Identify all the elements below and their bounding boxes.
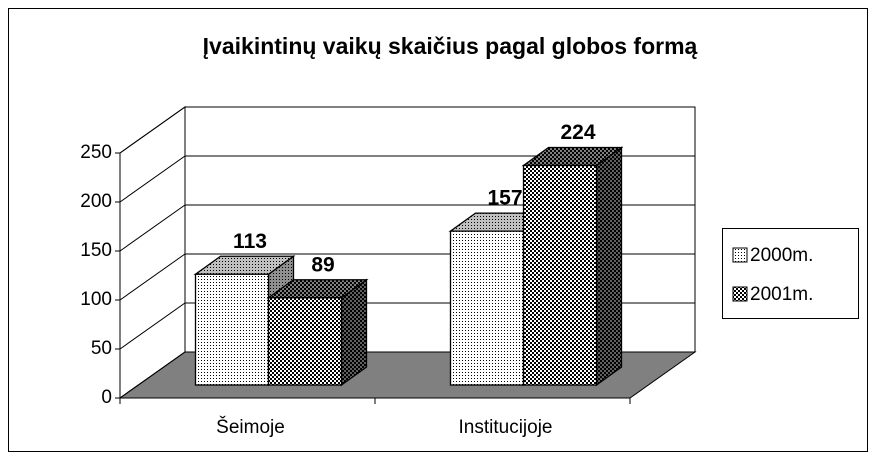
bar-front [194, 273, 270, 386]
y-tick-label: 200 [80, 191, 112, 212]
y-tick-label: 250 [80, 142, 112, 163]
bar-front [449, 230, 525, 386]
legend-marker [732, 247, 748, 263]
bar [521, 146, 624, 387]
data-label: 157 [487, 187, 522, 210]
x-tick-label: Institucijoje [459, 417, 553, 438]
y-tick-label: 100 [80, 289, 112, 310]
legend-box [722, 228, 859, 319]
grid-line [119, 106, 695, 154]
x-tick-label: Šeimoje [216, 416, 285, 438]
side-wall [119, 106, 186, 399]
data-label: 224 [560, 121, 595, 144]
y-tick-label: 150 [80, 240, 112, 261]
grid-line [119, 155, 695, 203]
legend-label: 2000m. [750, 245, 813, 266]
bar-side [595, 146, 623, 387]
legend-label: 2001m. [750, 284, 813, 305]
chart-title: Įvaikintinų vaikų skaičius pagal globos … [203, 33, 698, 59]
bar-front [522, 164, 598, 386]
data-label: 113 [233, 230, 267, 253]
y-tick-label: 50 [91, 338, 112, 359]
data-label: 89 [311, 253, 334, 276]
bar [266, 278, 369, 387]
bar-front [267, 297, 343, 386]
legend-marker [732, 286, 748, 302]
y-tick-label: 0 [101, 387, 112, 408]
